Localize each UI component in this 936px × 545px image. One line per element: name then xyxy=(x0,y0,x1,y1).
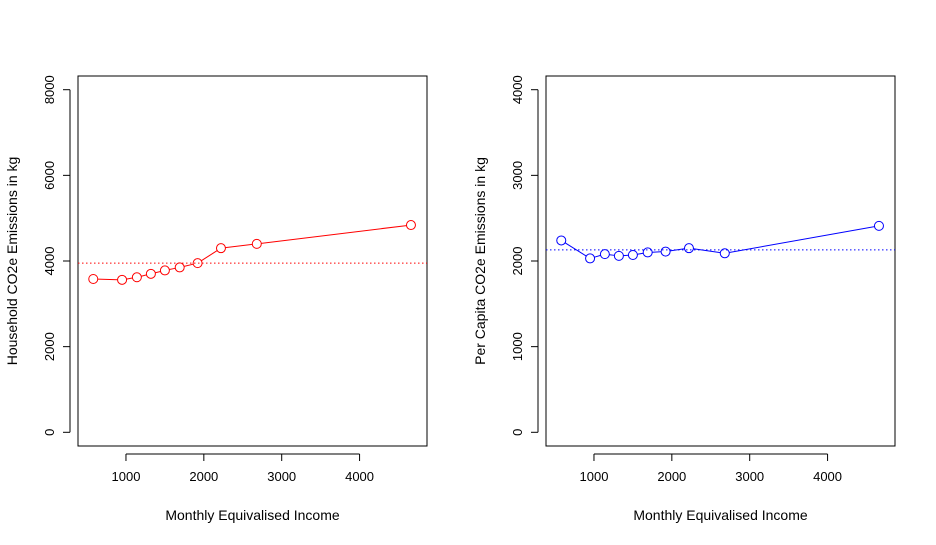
chart-panel-2: 1000 2000 3000 4000 0 1000 2000 3000 4000 Monthly… xyxy=(472,75,896,523)
series-segment xyxy=(225,243,253,249)
x-tick-label: 1000 xyxy=(580,469,609,484)
y-tick-label: 0 xyxy=(510,429,525,436)
y-tick-label: 4000 xyxy=(42,247,57,276)
y-tick-label: 1000 xyxy=(510,332,525,361)
data-point xyxy=(683,243,694,254)
x-tick-label: 2000 xyxy=(189,469,218,484)
y-tick-label: 8000 xyxy=(42,75,57,104)
y-axis-title: Per Capita CO2e Emissions in kg xyxy=(472,157,488,365)
series-segment xyxy=(97,278,118,281)
data-point xyxy=(873,220,884,231)
chart-panel-1: 1000 2000 3000 4000 0 2000 4000 6000 8000 Monthly… xyxy=(4,75,428,523)
data-point xyxy=(719,248,730,259)
y-axis: 0 1000 2000 3000 4000 xyxy=(510,75,539,436)
x-tick-label: 3000 xyxy=(735,469,764,484)
y-axis: 0 2000 4000 6000 8000 xyxy=(42,75,71,436)
x-tick-label: 4000 xyxy=(345,469,374,484)
x-axis-title: Monthly Equivalised Income xyxy=(165,507,340,523)
data-point xyxy=(88,273,99,284)
plot-box xyxy=(77,75,428,447)
data-point xyxy=(131,272,142,283)
y-tick-label: 2000 xyxy=(510,247,525,276)
series-segment xyxy=(155,271,161,274)
series-segment xyxy=(594,254,601,258)
data-point xyxy=(627,250,638,261)
series-line xyxy=(97,225,407,281)
y-tick-label: 3000 xyxy=(510,161,525,190)
series-segment xyxy=(201,250,218,262)
series-segment xyxy=(669,248,685,252)
x-axis: 1000 2000 3000 4000 xyxy=(112,453,374,484)
series-segment xyxy=(183,263,194,267)
series-line xyxy=(564,226,875,258)
series-segment xyxy=(169,267,176,271)
x-tick-label: 3000 xyxy=(267,469,296,484)
data-point xyxy=(585,253,596,264)
data-point xyxy=(642,247,653,258)
data-point xyxy=(215,243,226,254)
y-tick-label: 4000 xyxy=(510,75,525,104)
plot-box xyxy=(545,75,896,447)
series-segment xyxy=(609,254,615,256)
data-point xyxy=(599,249,610,260)
y-tick-label: 2000 xyxy=(42,332,57,361)
series-segment xyxy=(693,248,721,254)
data-point xyxy=(192,258,203,269)
x-axis: 1000 2000 3000 4000 xyxy=(580,453,842,484)
data-point xyxy=(174,262,185,273)
data-point xyxy=(251,238,262,249)
series-segment xyxy=(729,226,875,253)
y-axis-title: Household CO2e Emissions in kg xyxy=(4,157,20,366)
data-point xyxy=(556,235,567,246)
y-tick-label: 6000 xyxy=(42,161,57,190)
x-tick-label: 2000 xyxy=(657,469,686,484)
series-segment xyxy=(637,252,644,255)
series-segment xyxy=(564,242,587,257)
series-segment xyxy=(126,277,133,280)
series-segment xyxy=(141,274,147,277)
data-point xyxy=(159,265,170,276)
data-point xyxy=(613,250,624,261)
data-point xyxy=(405,220,416,231)
y-tick-label: 0 xyxy=(42,429,57,436)
series-segment xyxy=(261,225,407,244)
x-tick-label: 1000 xyxy=(112,469,141,484)
data-point xyxy=(117,274,128,285)
data-point xyxy=(660,246,671,257)
data-point xyxy=(145,268,156,279)
x-axis-title: Monthly Equivalised Income xyxy=(633,507,808,523)
x-tick-label: 4000 xyxy=(813,469,842,484)
